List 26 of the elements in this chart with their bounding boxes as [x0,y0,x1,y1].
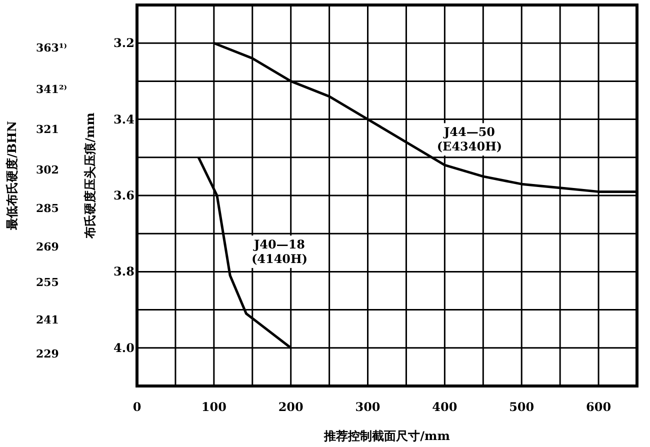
y-tick-label: 3.6 [114,188,134,202]
annotation: J44—50 (E4340H) [436,125,502,154]
y-tick-label: 3.4 [114,112,134,126]
y-tick-label: 3.8 [114,264,134,279]
y2-tick-label: 285 [36,202,59,216]
y2-tick-label: 229 [36,347,59,360]
x-tick-label: 0 [132,400,142,414]
y-tick-label: 4.0 [114,340,134,355]
annotation: J40—18 (4140H) [251,238,308,266]
y2-tick-label: 341²⁾ [36,83,68,96]
x-tick-label: 400 [432,400,458,414]
y-axis-title: 布氏硬度压头压痕/mm [83,112,97,240]
y-tick-label: 3.2 [114,36,134,50]
x-tick-label: 200 [278,400,304,414]
x-tick-label: 300 [355,400,380,414]
x-tick-label: 600 [586,400,612,414]
y2-tick-label: 241 [36,313,59,326]
x-tick-label: 100 [201,400,226,414]
x-axis-title: 推荐控制截面尺寸/mm [323,429,450,443]
y2-tick-label: 255 [36,276,59,289]
y2-tick-label: 363¹⁾ [36,42,68,54]
y2-axis-title: 最低布氏硬度/BHN [5,121,19,231]
y2-tick-label: 269 [36,240,59,254]
y2-tick-label: 321 [36,123,59,136]
x-tick-label: 500 [509,400,534,414]
y2-tick-label: 302 [36,164,59,177]
